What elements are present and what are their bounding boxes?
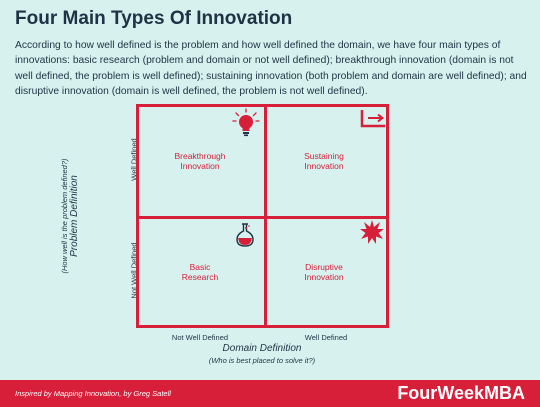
x-axis-title: Domain Definition — [222, 343, 302, 354]
y-axis-title: Problem Definition — [69, 175, 80, 257]
brand-logo-text: FourWeekMBA — [397, 383, 525, 403]
x-axis-left-label: Not Well Defined — [171, 333, 229, 342]
quadrant-label-disruptive: Disruptive Innovation — [304, 262, 344, 282]
flask-icon — [236, 223, 254, 247]
quadrant-label-sustaining: Sustaining Innovation — [304, 151, 344, 171]
footer-credit: Inspired by Mapping Innovation, by Greg … — [15, 389, 171, 398]
innovation-matrix — [136, 104, 389, 328]
burst-icon — [360, 220, 384, 244]
horizontal-divider — [139, 216, 386, 219]
quadrant-label-breakthrough: Breakthrough Innovation — [174, 151, 226, 171]
quadrant-label-basic-research: Basic Research — [181, 262, 219, 282]
x-axis-subtitle: (Who is best placed to solve it?) — [208, 356, 316, 365]
x-axis-right-label: Well Defined — [304, 333, 348, 342]
y-axis-subtitle: (How well is the problem defined?) — [60, 158, 69, 274]
arrow-corner-icon — [360, 110, 385, 128]
page-title: Four Main Types Of Innovation — [15, 8, 293, 29]
intro-paragraph: According to how well defined is the pro… — [15, 40, 527, 98]
lightbulb-icon — [232, 108, 260, 137]
footer-bar: Inspired by Mapping Innovation, by Greg … — [0, 380, 540, 407]
